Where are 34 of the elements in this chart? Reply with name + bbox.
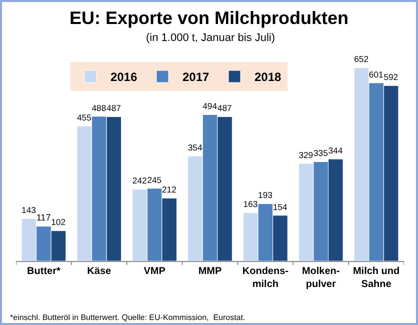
data-label: 212 — [162, 184, 177, 195]
data-label: 344 — [328, 145, 343, 156]
data-label: 163 — [243, 199, 258, 210]
legend-label: 2018 — [254, 70, 282, 84]
data-label: 494 — [202, 101, 218, 112]
data-label: 652 — [354, 54, 369, 64]
data-label: 335 — [313, 148, 328, 158]
data-label: 488 — [92, 102, 106, 113]
data-label: 242 — [132, 176, 147, 186]
x-tick-label: Kondens- milch — [242, 266, 288, 290]
x-tick-label: Butter* — [27, 266, 60, 277]
x-tick-label: Käse — [87, 266, 112, 277]
text: *einschl. Butteröl in Butterwert. Quelle: EU-Kommission, Eurostat. — [10, 313, 246, 322]
data-label: 245 — [147, 174, 162, 185]
data-label: 354 — [188, 142, 202, 153]
x-tick-label: VMP — [144, 266, 166, 277]
x-tick-label: MMP — [198, 266, 222, 277]
data-label: 102 — [51, 217, 66, 228]
data-label: 487 — [106, 103, 122, 114]
chart-subtitle: (in 1.000 t, Januar bis Juli) — [146, 32, 276, 44]
data-label: 455 — [76, 112, 92, 123]
data-label: 592 — [384, 72, 398, 82]
x-tick-label: Molken- pulver — [302, 266, 340, 290]
chart-title: EU: Exporte von Milchprodukten — [69, 8, 349, 28]
data-label: 329 — [298, 150, 314, 160]
data-label: 154 — [272, 202, 288, 212]
x-tick-label: Milch und Sahne — [352, 266, 400, 290]
data-label: 601 — [368, 69, 384, 80]
data-label: 117 — [36, 212, 51, 223]
legend-label: 2017 — [182, 70, 210, 84]
legend-label: 2016 — [110, 70, 138, 84]
data-label: 143 — [22, 205, 36, 216]
data-label: 193 — [258, 190, 273, 200]
data-label: 487 — [217, 103, 232, 114]
